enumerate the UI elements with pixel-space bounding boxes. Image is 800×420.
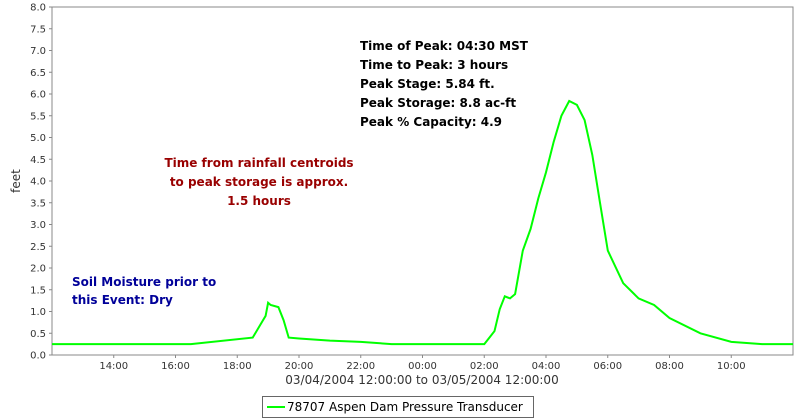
soil-moisture-annotation-line: Soil Moisture prior to (72, 275, 216, 289)
x-tick-label: 16:00 (161, 361, 190, 372)
plot-area (51, 6, 794, 356)
y-tick-label: 0.0 (30, 351, 46, 362)
y-tick-label: 2.5 (30, 242, 46, 253)
y-axis: 0.0 0.5 1.0 1.5 2.0 2.5 3.0 3.5 4.0 4.5 5.0 5.5 6.0 6… (30, 3, 52, 362)
y-tick-label: 8.0 (30, 3, 46, 14)
x-tick-label: 22:00 (346, 361, 375, 372)
x-tick-label: 06:00 (593, 361, 622, 372)
rainfall-annotation: Time from rainfall centroids to peak sto… (164, 156, 353, 208)
rainfall-annotation-line: to peak storage is approx. (170, 175, 348, 189)
x-tick-label: 02:00 (470, 361, 499, 372)
y-tick-label: 1.0 (30, 307, 46, 318)
y-tick-label: 7.0 (30, 46, 46, 57)
y-tick-label: 4.5 (30, 155, 46, 166)
soil-moisture-annotation-line: this Event: Dry (72, 293, 173, 307)
soil-moisture-annotation: Soil Moisture prior to this Event: Dry (72, 275, 216, 307)
x-axis: 14:00 16:00 18:00 20:00 22:00 00:00 02:00 04:00… (99, 355, 746, 372)
y-tick-label: 2.0 (30, 264, 46, 275)
peak-annotation: Time of Peak: 04:30 MST Time to Peak: 3 … (360, 39, 529, 129)
y-tick-label: 0.5 (30, 329, 46, 340)
y-tick-label: 6.5 (30, 68, 46, 79)
legend: 78707 Aspen Dam Pressure Transducer (262, 396, 534, 418)
series-line (52, 99, 793, 346)
peak-annotation-line: Peak % Capacity: 4.9 (360, 115, 502, 129)
y-tick-label: 4.0 (30, 177, 46, 188)
peak-annotation-line: Peak Stage: 5.84 ft. (360, 77, 495, 91)
x-tick-label: 18:00 (223, 361, 252, 372)
x-tick-label: 14:00 (99, 361, 128, 372)
x-tick-label: 08:00 (655, 361, 684, 372)
rainfall-annotation-line: 1.5 hours (227, 194, 291, 208)
y-tick-label: 1.5 (30, 285, 46, 296)
y-tick-label: 7.5 (30, 24, 46, 35)
y-tick-label: 6.0 (30, 90, 46, 101)
legend-label: 78707 Aspen Dam Pressure Transducer (287, 400, 523, 414)
y-tick-label: 5.0 (30, 133, 46, 144)
x-tick-label: 04:00 (532, 361, 561, 372)
x-tick-label: 20:00 (285, 361, 314, 372)
rainfall-annotation-line: Time from rainfall centroids (164, 156, 353, 170)
x-axis-label: 03/04/2004 12:00:00 to 03/05/2004 12:00:… (285, 373, 558, 387)
peak-annotation-line: Time to Peak: 3 hours (360, 58, 508, 72)
legend-swatch (267, 406, 285, 408)
y-tick-label: 5.5 (30, 111, 46, 122)
x-tick-label: 10:00 (717, 361, 746, 372)
x-tick-label: 00:00 (408, 361, 437, 372)
y-tick-label: 3.0 (30, 220, 46, 231)
y-tick-label: 3.5 (30, 198, 46, 209)
peak-annotation-line: Time of Peak: 04:30 MST (360, 39, 529, 53)
peak-annotation-line: Peak Storage: 8.8 ac-ft (360, 96, 516, 110)
y-axis-label: feet (9, 169, 23, 193)
